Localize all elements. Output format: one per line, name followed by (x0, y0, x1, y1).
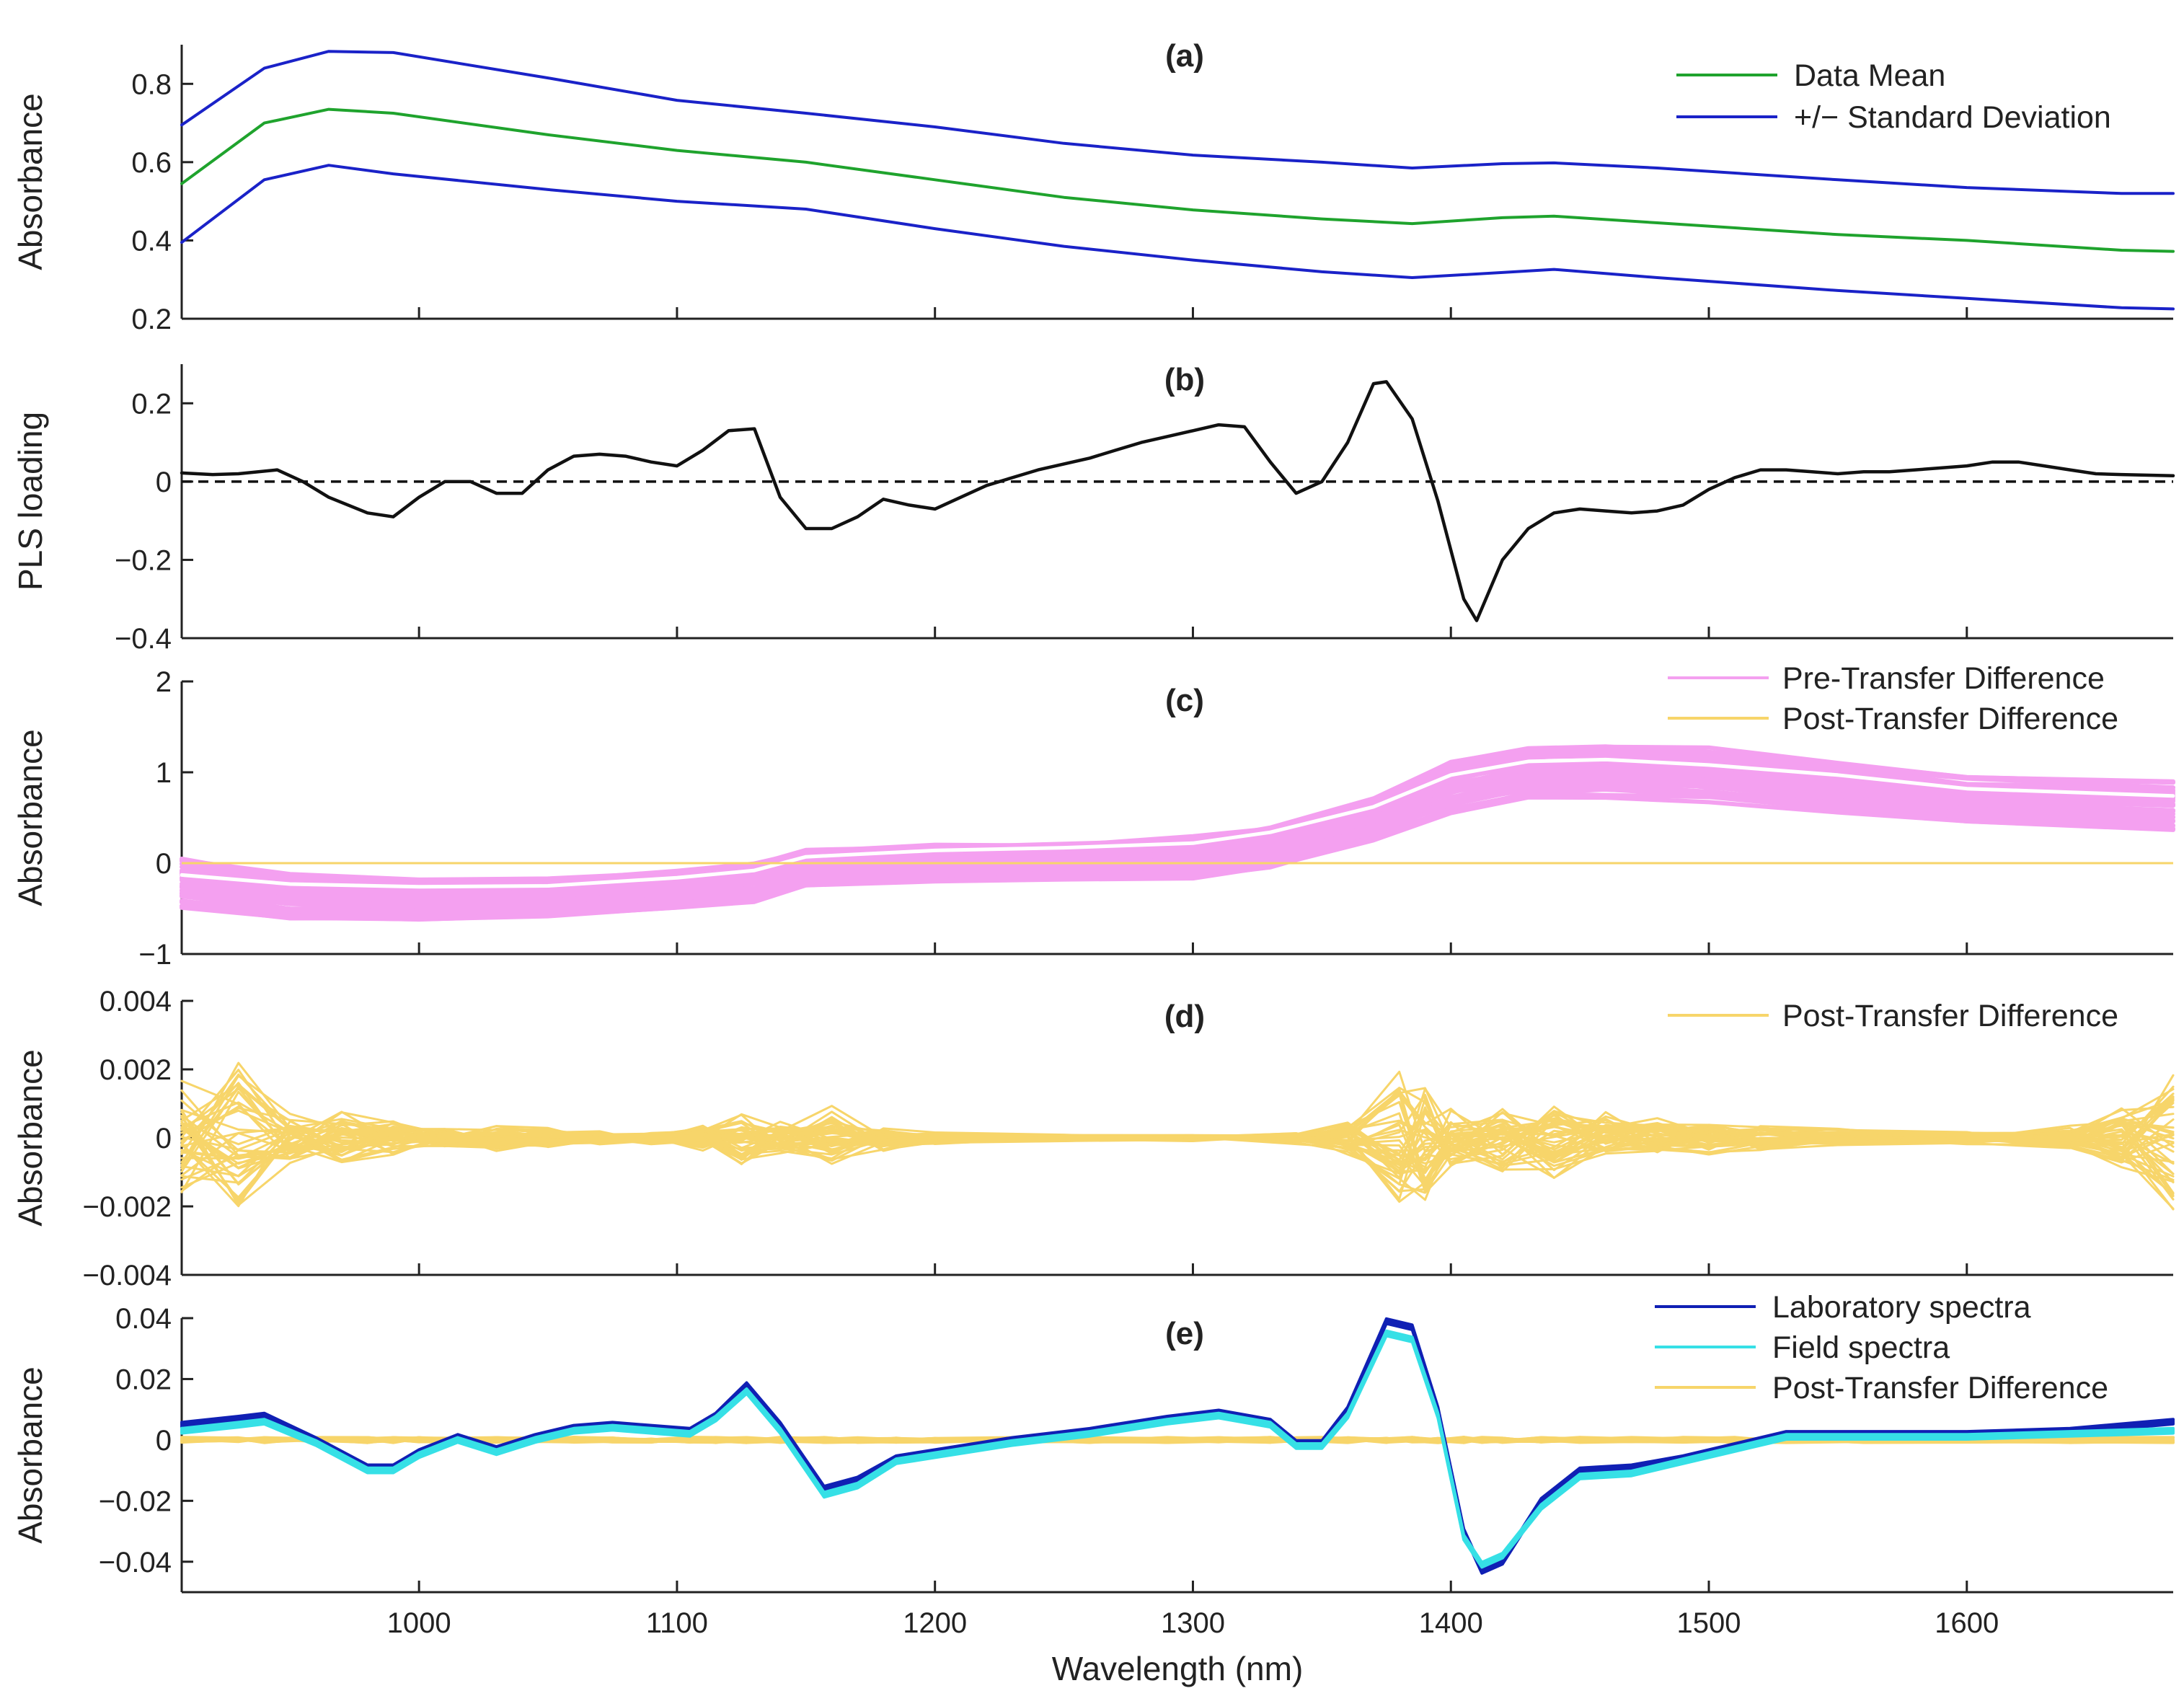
y-axis-label: Absorbance (12, 1366, 49, 1544)
y-tick-label: 0.2 (131, 388, 172, 420)
y-tick-label: 0.2 (131, 304, 172, 335)
legend-entry: +/− Standard Deviation (1794, 100, 2111, 135)
x-tick-label: 1100 (646, 1607, 708, 1639)
panel-d: −0.004 −0.002 0 0.002 0.004 (d) Absorbance Post… (12, 986, 2175, 1291)
post-transfer-line (180, 1109, 2175, 1193)
legend-entry: Laboratory spectra (1772, 1290, 2031, 1325)
post-transfer-line (180, 1097, 2175, 1202)
post-transfer-line (180, 1112, 2175, 1208)
post-transfer-line (180, 1100, 2175, 1210)
y-tick-label: 0.8 (131, 69, 172, 100)
y-axis-label: PLS loading (12, 412, 49, 591)
laboratory-spectra-line (180, 1317, 2175, 1571)
post-transfer-line (180, 1089, 2175, 1164)
pre-transfer-line (180, 795, 2175, 921)
legend-entry: Data Mean (1794, 58, 1945, 93)
post-transfer-line (180, 1102, 2175, 1203)
y-tick-label: 2 (156, 666, 172, 698)
post-transfer-line (180, 1074, 2175, 1185)
mean-line (180, 107, 2175, 253)
panel-title: (c) (1165, 683, 1204, 718)
y-tick-label: 0.02 (115, 1364, 172, 1395)
x-tick-label: 1400 (1419, 1607, 1483, 1639)
y-tick-label: −1 (138, 939, 172, 971)
y-tick-label: −0.2 (115, 544, 172, 576)
x-tick-label: 1300 (1161, 1607, 1225, 1639)
pre-transfer-gap (180, 757, 2175, 889)
panel-title: (e) (1165, 1316, 1204, 1351)
y-tick-label: −0.4 (115, 623, 172, 655)
x-tick-label: 1600 (1935, 1607, 1999, 1639)
x-tick-label: 1000 (387, 1607, 451, 1639)
y-tick-label: −0.02 (99, 1485, 172, 1517)
panel-a: 0.2 0.4 0.6 0.8 (a) Absorbance Data Mean +/− St… (12, 38, 2175, 335)
post-transfer-line (180, 1101, 2175, 1198)
panel-title: (b) (1164, 362, 1205, 397)
y-tick-label: 0 (156, 848, 172, 880)
y-tick-label: 0.004 (100, 986, 172, 1017)
y-tick-label: 0.4 (131, 225, 172, 257)
legend-entry: Post-Transfer Difference (1772, 1371, 2108, 1405)
post-transfer-line (180, 1082, 2175, 1166)
post-transfer-line (180, 1105, 2175, 1201)
x-tick-label: 1500 (1677, 1607, 1741, 1639)
field-spectra-line (180, 1329, 2175, 1564)
legend-entry: Post-Transfer Difference (1782, 999, 2118, 1033)
y-tick-label: 0.04 (115, 1303, 172, 1335)
post-transfer-line (180, 1070, 2175, 1172)
pls-loading-line (180, 380, 2175, 622)
panel-title: (a) (1165, 38, 1204, 74)
post-transfer-line (180, 1109, 2175, 1205)
x-axis-label: Wavelength (nm) (1052, 1650, 1304, 1687)
panel-e: −0.04 −0.02 0 0.02 0.04 (e) Absorbance Laborato… (12, 1290, 2175, 1639)
y-tick-label: −0.004 (83, 1260, 172, 1291)
y-axis-label: Absorbance (12, 729, 49, 906)
y-tick-label: 0.002 (100, 1054, 172, 1086)
panel-b: −0.4 −0.2 0 0.2 (b) PLS loading (12, 362, 2175, 655)
y-tick-label: 0 (156, 1123, 172, 1154)
y-tick-label: 0 (156, 1425, 172, 1457)
y-tick-label: 0 (156, 467, 172, 498)
std-line (180, 50, 2175, 195)
y-tick-label: 0.6 (131, 147, 172, 179)
legend-entry: Post-Transfer Difference (1782, 702, 2118, 736)
post-transfer-line (180, 1087, 2175, 1165)
y-axis-label: Absorbance (12, 93, 49, 270)
plots-layer: 0.2 0.4 0.6 0.8 (a) Absorbance Data Mean +/− St… (12, 38, 2175, 1639)
y-tick-label: −0.04 (99, 1547, 172, 1578)
legend-entry: Field spectra (1772, 1330, 1950, 1365)
legend-entry: Pre-Transfer Difference (1782, 661, 2105, 696)
post-transfer-line (180, 1108, 2175, 1206)
x-tick-label: 1200 (903, 1607, 967, 1639)
panel-title: (d) (1164, 999, 1205, 1034)
panel-c: −1 0 1 2 (c) Absorbance Pre-Transfer Differenc… (12, 661, 2175, 971)
y-axis-label: Absorbance (12, 1049, 49, 1227)
y-tick-label: −0.002 (83, 1191, 172, 1223)
std-line (180, 164, 2175, 311)
pre-transfer-line (180, 767, 2175, 902)
y-tick-label: 1 (156, 757, 172, 789)
